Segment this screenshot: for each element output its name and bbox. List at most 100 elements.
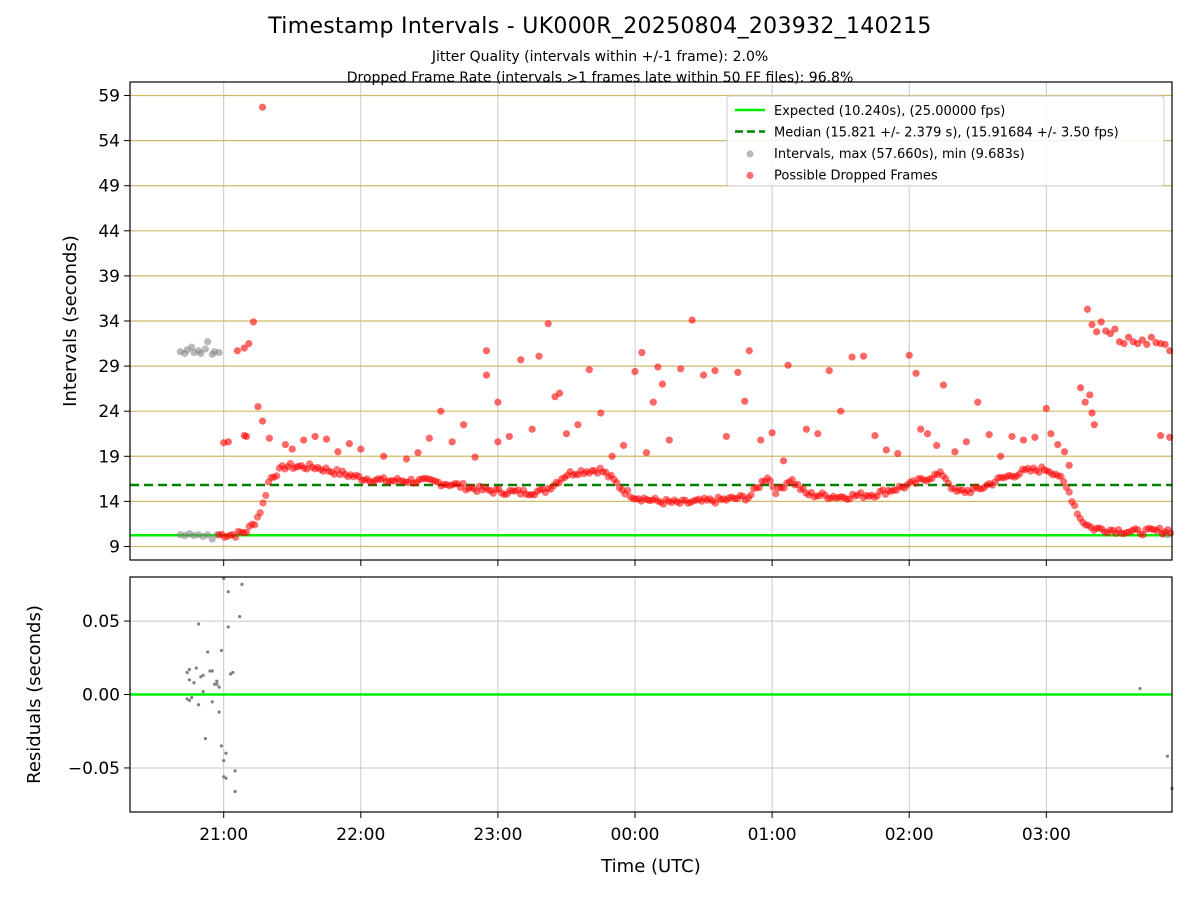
- dropped-frame-point: [745, 347, 753, 355]
- residual-point: [190, 695, 194, 700]
- residual-point: [206, 650, 210, 654]
- dropped-frame-point: [1054, 440, 1062, 449]
- dropped-frame-point: [974, 398, 982, 406]
- y-tick-label: 54: [98, 132, 120, 152]
- dropped-frame-point: [1088, 321, 1096, 329]
- y-tick-label: 39: [98, 267, 120, 287]
- dropped-frame-point: [642, 449, 651, 457]
- dropped-frame-point: [242, 432, 251, 441]
- dropped-frame-point: [414, 449, 422, 457]
- residuals-plot: 0.05 0.00 −0.05 21:00 22:00 23:00 00:00 01:00 02…: [24, 576, 1174, 877]
- dropped-frame-point: [1083, 305, 1092, 313]
- dropped-frame-point: [254, 403, 262, 411]
- residual-point: [233, 769, 237, 773]
- dropped-frame-point: [665, 436, 673, 444]
- dropped-frame-point: [638, 348, 646, 357]
- legend-dropped-swatch: [746, 171, 754, 180]
- dropped-frame-point: [473, 487, 481, 496]
- dropped-frame-point: [281, 440, 289, 449]
- y-axis-label: Intervals (seconds): [60, 235, 81, 407]
- x-axis-label: Time (UTC): [600, 856, 701, 877]
- dropped-frame-point: [905, 351, 913, 359]
- dropped-frame-point: [265, 434, 273, 442]
- dropped-frame-point: [688, 316, 696, 324]
- residual-point: [222, 758, 226, 763]
- dropped-frame-point: [1111, 325, 1119, 333]
- residual-point: [210, 700, 214, 704]
- dropped-frame-point: [1031, 433, 1039, 441]
- residual-point: [226, 625, 230, 629]
- x-tick-label: 01:00: [748, 825, 797, 845]
- dropped-frame-point: [711, 499, 720, 507]
- dropped-frame-point: [951, 448, 959, 456]
- residual-point: [226, 590, 230, 594]
- y-tick-label: −0.05: [68, 759, 120, 779]
- y-tick-label: 0.00: [82, 686, 120, 706]
- dropped-frame-point: [624, 486, 632, 495]
- residual-point: [222, 775, 226, 779]
- legend-box: [726, 95, 1165, 187]
- interval-point: [197, 349, 205, 358]
- dropped-frame-point: [402, 455, 411, 463]
- dropped-frame-point: [528, 425, 536, 433]
- dropped-frame-point: [747, 491, 755, 499]
- dropped-frame-point: [859, 352, 868, 360]
- legend-median-label: Median (15.821 +/- 2.379 s), (15.91684 +…: [774, 126, 1119, 141]
- legend-expected-label: Expected (10.240s), (25.00000 fps): [774, 104, 1005, 119]
- residual-point: [199, 675, 203, 679]
- residual-point: [203, 736, 208, 741]
- residual-point: [240, 582, 244, 586]
- dropped-frame-point: [273, 472, 281, 480]
- dropped-frame-point: [769, 483, 777, 491]
- residual-point: [228, 672, 233, 676]
- residual-point: [196, 622, 201, 626]
- residual-point: [231, 670, 235, 675]
- dropped-frame-point: [1057, 472, 1065, 480]
- dropped-frame-point: [562, 430, 571, 438]
- residual-point: [219, 744, 224, 748]
- dropped-frame-point: [1156, 431, 1165, 440]
- dropped-frame-point: [1088, 409, 1096, 417]
- x-tick-label: 22:00: [336, 825, 385, 845]
- residual-point: [187, 678, 192, 682]
- residual-point: [215, 679, 219, 683]
- dropped-frame-point: [256, 509, 264, 517]
- dropped-frame-point: [1092, 328, 1101, 336]
- x-tick-label: 03:00: [1022, 825, 1071, 845]
- legend: Expected (10.240s), (25.00000 fps) Median…: [726, 95, 1165, 187]
- dropped-frame-point: [288, 445, 296, 453]
- residual-point: [219, 648, 224, 653]
- dropped-frame-point: [249, 318, 257, 326]
- interval-point: [204, 531, 212, 539]
- dropped-frame-point: [658, 380, 667, 388]
- x-tick-label: 23:00: [473, 825, 522, 845]
- dropped-frame-point: [997, 452, 1005, 460]
- residual-point: [201, 689, 205, 694]
- dropped-frame-point: [585, 366, 593, 374]
- dropped-frame-point: [649, 398, 657, 406]
- dropped-frame-point: [448, 438, 456, 446]
- y-tick-label: 0.05: [82, 612, 120, 632]
- dropped-frame-point: [1090, 421, 1098, 429]
- y-tick-label: 9: [109, 537, 120, 557]
- dropped-frame-point: [755, 484, 763, 492]
- dropped-frame-point: [711, 367, 719, 375]
- dropped-frame-point: [933, 441, 941, 450]
- dropped-frame-point: [574, 421, 582, 429]
- dropped-frame-point: [1106, 330, 1114, 338]
- interval-point: [215, 348, 223, 357]
- dropped-frame-point: [1076, 384, 1085, 392]
- dropped-frame-point: [923, 430, 932, 438]
- jitter-quality-subtitle: Jitter Quality (intervals within +/-1 fr…: [431, 49, 769, 65]
- dropped-frame-point: [535, 352, 543, 360]
- dropped-frame-point: [837, 407, 845, 415]
- legend-dropped-label: Possible Dropped Frames: [774, 169, 938, 184]
- dropped-frame-point: [962, 438, 970, 446]
- residual-point: [185, 670, 189, 675]
- residual-point: [208, 669, 212, 673]
- y-tick-label: 29: [98, 357, 120, 377]
- dropped-frame-point: [1019, 436, 1028, 444]
- dropped-frame-point: [505, 432, 513, 441]
- residual-point: [238, 615, 242, 619]
